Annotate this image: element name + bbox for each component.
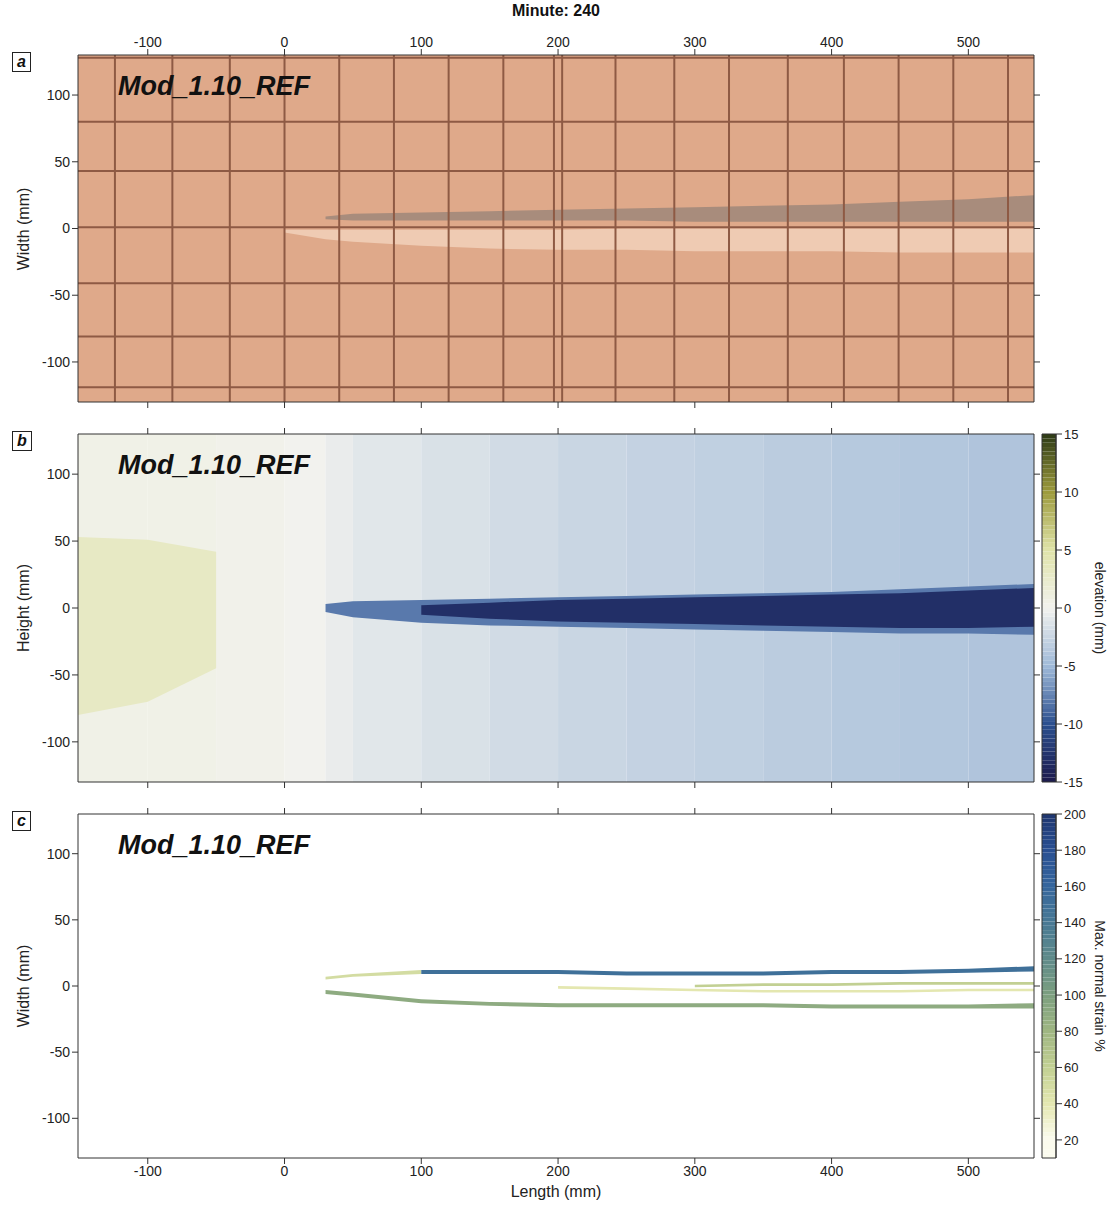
- svg-text:0: 0: [281, 34, 289, 50]
- html-text:Minute: 240: Minute: 240: [512, 2, 600, 19]
- html-text:elevation (mm): elevation (mm): [1092, 561, 1108, 655]
- svg-text:100: 100: [410, 1163, 434, 1179]
- svg-text:-100: -100: [42, 734, 70, 750]
- html-text:Max. normal strain %: Max. normal strain %: [1092, 920, 1108, 1052]
- svg-text:100: 100: [410, 34, 434, 50]
- html-text:b: b: [17, 432, 27, 449]
- html-text:Mod_1.10_REF: Mod_1.10_REF: [118, 71, 311, 101]
- svg-text:160: 160: [1064, 879, 1086, 894]
- svg-text:50: 50: [54, 912, 70, 928]
- svg-text:-100: -100: [134, 34, 162, 50]
- svg-text:500: 500: [957, 34, 981, 50]
- svg-text:0: 0: [62, 220, 70, 236]
- svg-text:15: 15: [1064, 427, 1078, 442]
- svg-text:100: 100: [47, 87, 71, 103]
- svg-text:80: 80: [1064, 1024, 1078, 1039]
- svg-text:-50: -50: [50, 287, 70, 303]
- svg-text:140: 140: [1064, 915, 1086, 930]
- svg-text:-100: -100: [42, 354, 70, 370]
- svg-text:-10: -10: [1064, 717, 1083, 732]
- svg-text:100: 100: [47, 846, 71, 862]
- html-text:c: c: [17, 812, 26, 829]
- svg-text:-50: -50: [50, 667, 70, 683]
- html-text:Width (mm): Width (mm): [15, 944, 32, 1028]
- html-text:Height (mm): Height (mm): [15, 564, 32, 652]
- svg-text:5: 5: [1064, 543, 1071, 558]
- svg-text:100: 100: [47, 466, 71, 482]
- html-text:a: a: [17, 53, 26, 70]
- svg-text:400: 400: [820, 34, 844, 50]
- svg-text:40: 40: [1064, 1096, 1078, 1111]
- svg-text:0: 0: [281, 1163, 289, 1179]
- svg-text:500: 500: [957, 1163, 981, 1179]
- svg-text:200: 200: [546, 34, 570, 50]
- svg-text:-100: -100: [42, 1110, 70, 1126]
- svg-text:50: 50: [54, 154, 70, 170]
- svg-text:300: 300: [683, 1163, 707, 1179]
- svg-text:180: 180: [1064, 843, 1086, 858]
- svg-text:200: 200: [1064, 807, 1086, 822]
- svg-text:60: 60: [1064, 1060, 1078, 1075]
- svg-text:100: 100: [1064, 988, 1086, 1003]
- svg-text:50: 50: [54, 533, 70, 549]
- svg-text:400: 400: [820, 1163, 844, 1179]
- html-text:Mod_1.10_REF: Mod_1.10_REF: [118, 830, 311, 860]
- svg-text:-5: -5: [1064, 659, 1076, 674]
- html-text:Length (mm): Length (mm): [510, 1183, 602, 1200]
- html-text:Mod_1.10_REF: Mod_1.10_REF: [118, 450, 311, 480]
- svg-text:0: 0: [62, 978, 70, 994]
- svg-text:10: 10: [1064, 485, 1078, 500]
- svg-text:20: 20: [1064, 1133, 1078, 1148]
- html-text:Width (mm): Width (mm): [15, 187, 32, 270]
- svg-text:120: 120: [1064, 951, 1086, 966]
- svg-text:300: 300: [683, 34, 707, 50]
- svg-text:-15: -15: [1064, 775, 1083, 790]
- svg-text:-50: -50: [50, 1044, 70, 1060]
- svg-text:-100: -100: [134, 1163, 162, 1179]
- svg-text:200: 200: [546, 1163, 570, 1179]
- svg-text:0: 0: [1064, 601, 1071, 616]
- svg-text:0: 0: [62, 600, 70, 616]
